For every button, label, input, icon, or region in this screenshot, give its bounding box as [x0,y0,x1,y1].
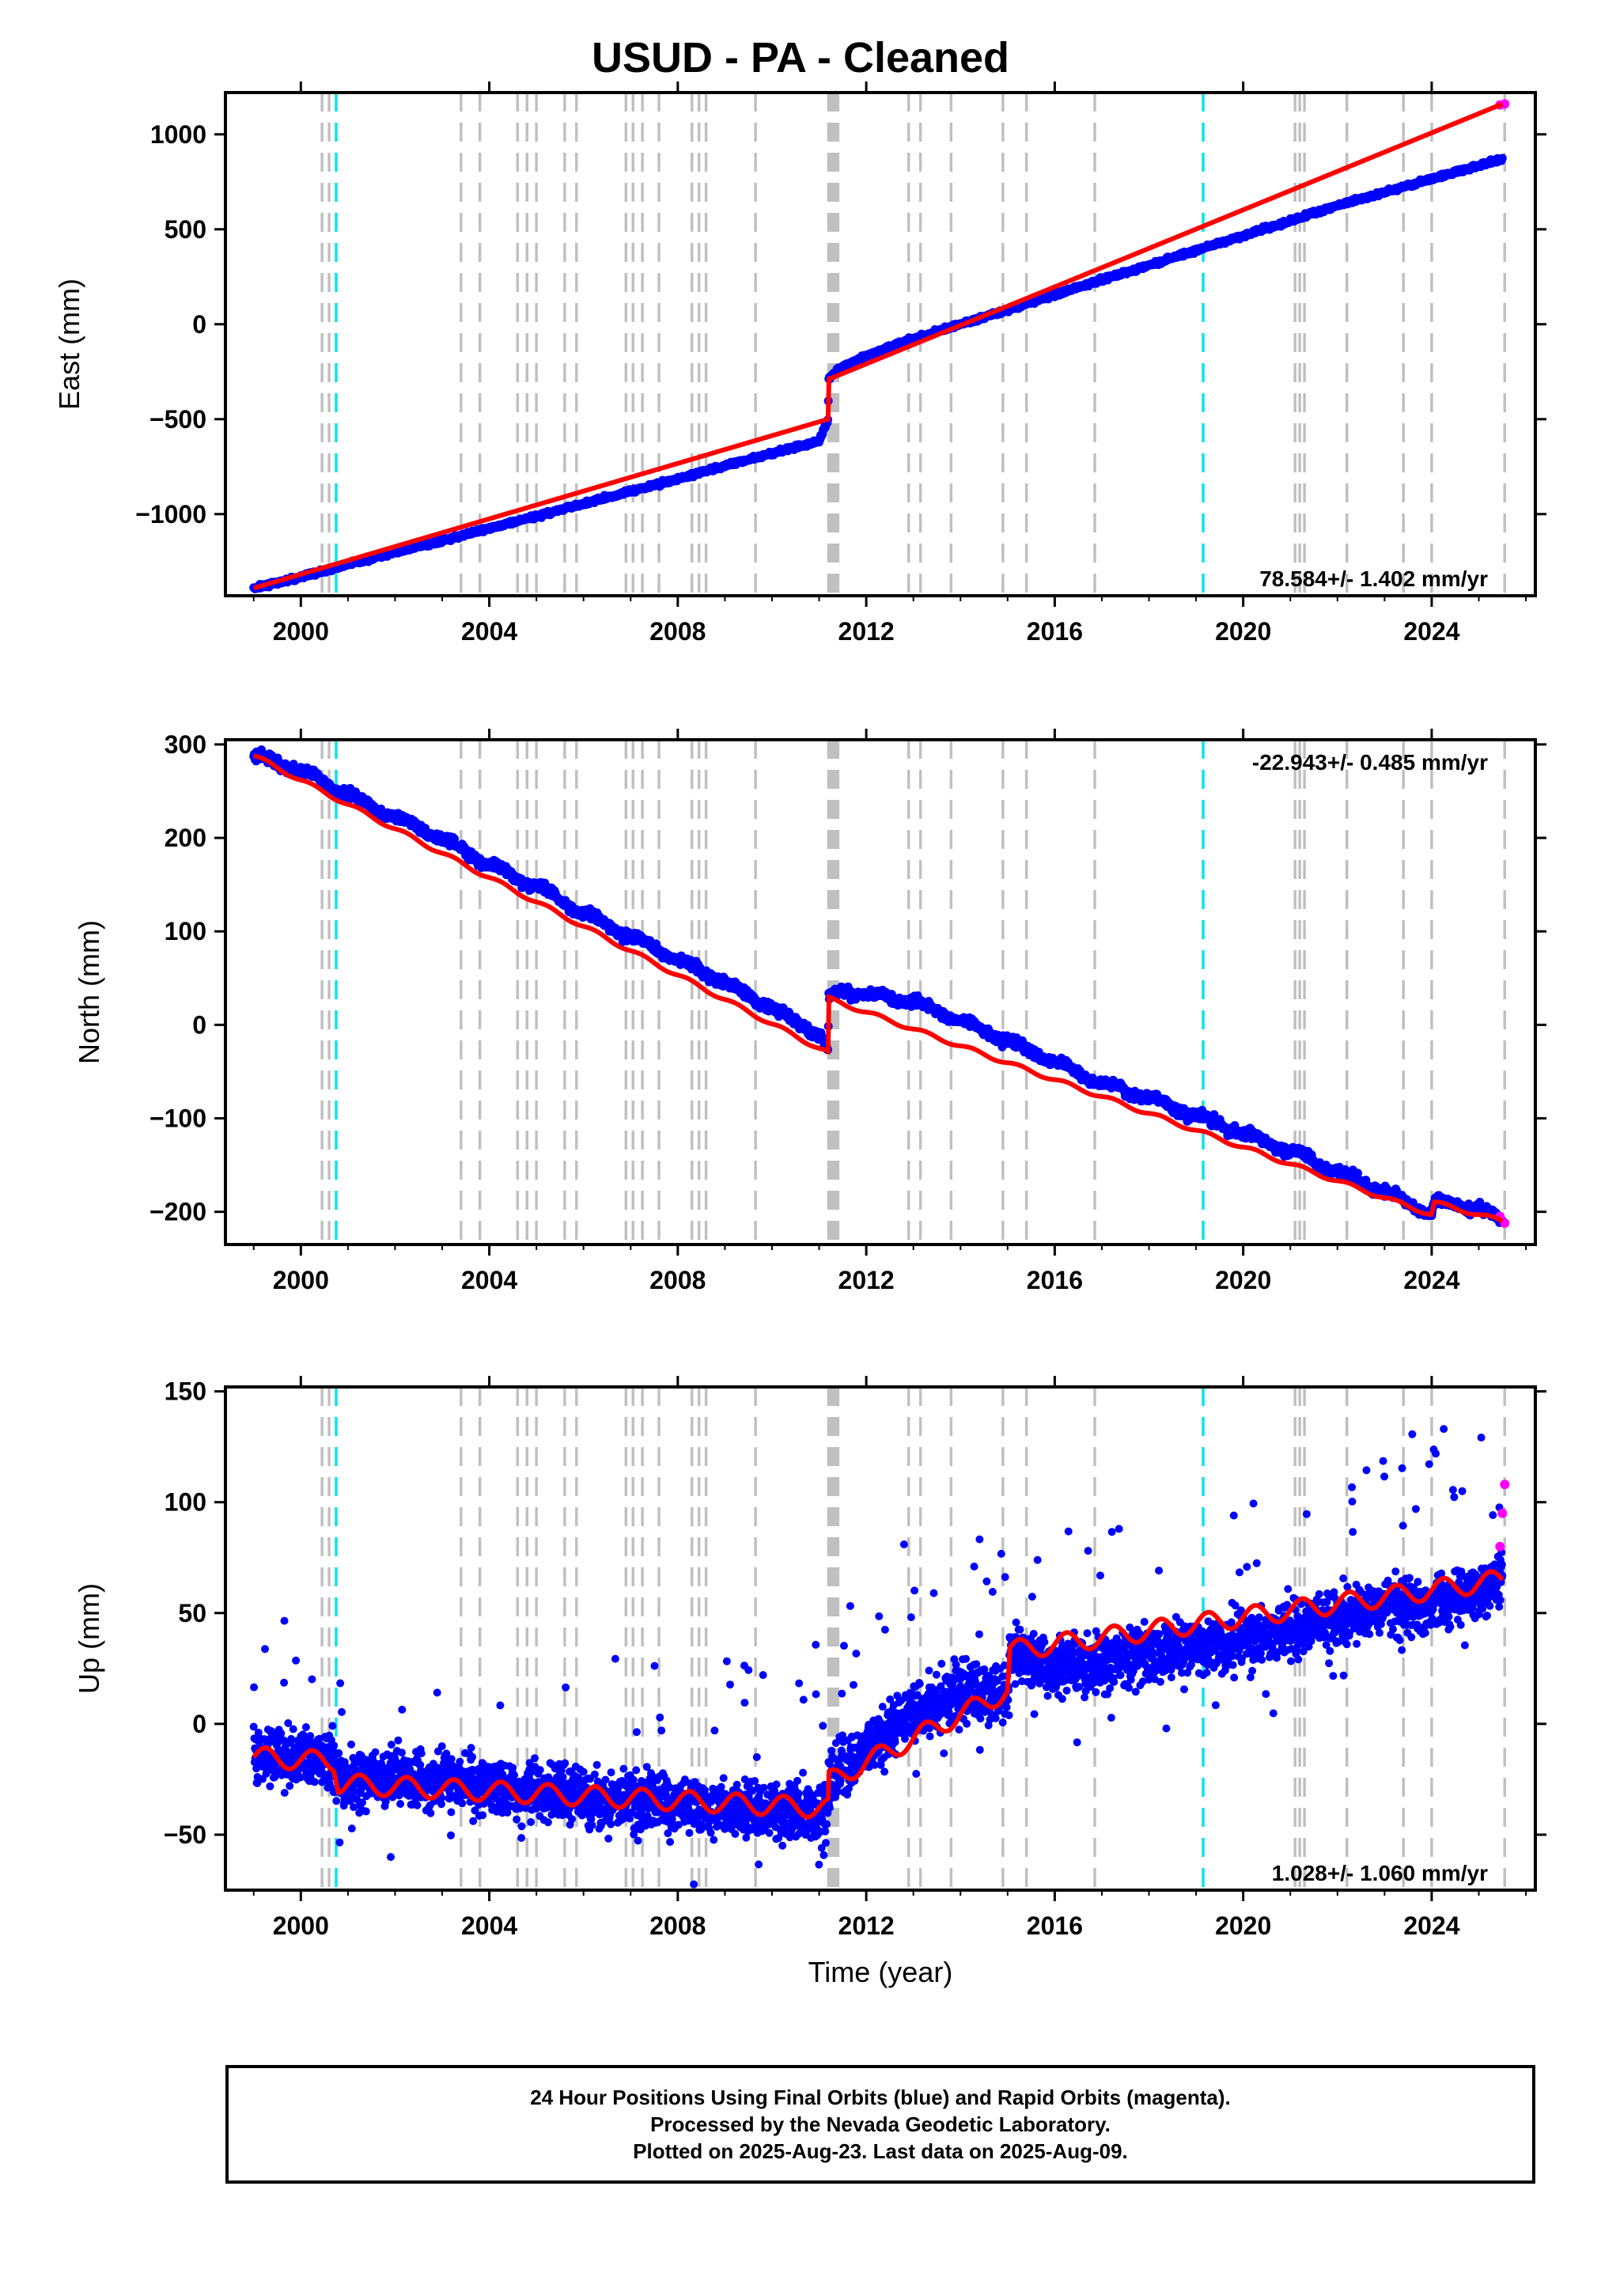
east-panel: 2000 2004 2008 2012 2016 2020 2024 1000 500 0 −500… [53,81,1546,646]
east-x-tick-label: 2004 [461,617,517,646]
east-frame [224,91,1537,597]
east-rate-label: 78.584+/- 1.402 mm/yr [1259,566,1488,591]
east-x-tick-label: 2012 [838,617,895,646]
north-final-orbit-points [249,745,1507,1227]
north-final-orbit-point [450,834,460,843]
east-final-orbit-point [1497,153,1507,163]
east-x-tick-label: 2008 [649,617,706,646]
east-y-tick-label: 1000 [150,120,206,149]
east-x-tick-label: 2020 [1215,617,1271,646]
east-y-tick-label: 500 [165,215,206,244]
east-y-tick-label: 0 [192,310,206,339]
east-plot-area [249,93,1510,596]
page-title: USUD - PA - Cleaned [591,34,1010,81]
north-panel: 2000 2004 2008 2012 2016 2020 20243002001000−1… [73,729,1546,1294]
north-plot-area [249,740,1510,1245]
east-x-tick-label: 2000 [273,617,329,646]
east-y-tick-label: −1000 [135,500,206,529]
east-y-tick-label: −500 [150,405,206,434]
east-y-axis-title: East (mm) [53,278,85,410]
east-model-fit-line [252,101,1504,591]
east-x-tick-label: 2016 [1027,617,1083,646]
east-x-tick-label: 2024 [1403,617,1459,646]
east-final-orbit-points [249,153,1507,593]
